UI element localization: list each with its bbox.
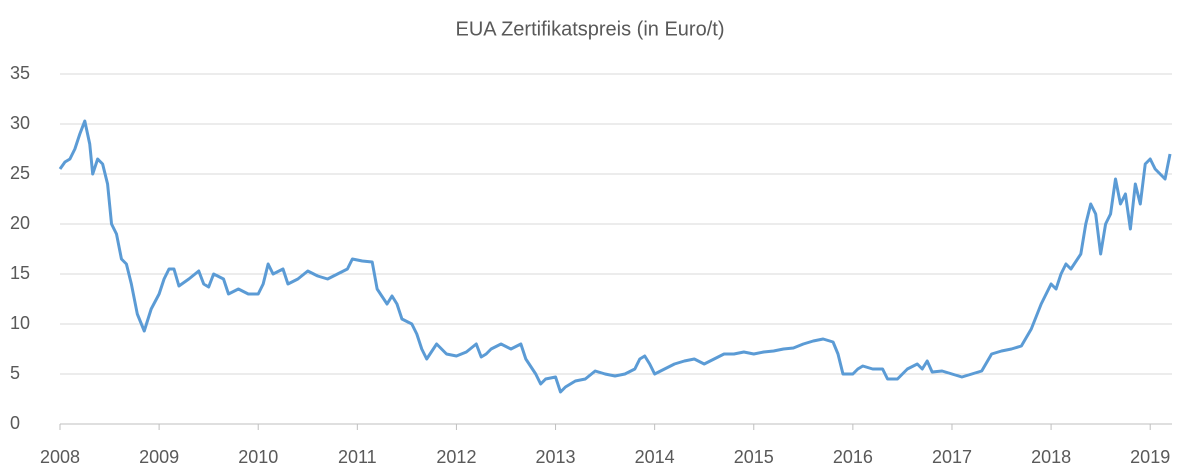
y-tick-label: 25 [10,163,30,183]
x-tick-label: 2013 [536,447,576,467]
y-tick-label: 35 [10,63,30,83]
y-tick-label: 15 [10,263,30,283]
x-tick-label: 2018 [1031,447,1071,467]
x-tick-label: 2011 [338,447,377,467]
line [58,119,1172,394]
y-tick-label: 30 [10,113,30,133]
x-tick-label: 2019 [1130,447,1170,467]
x-tick-label: 2009 [139,447,179,467]
x-tick-label: 2017 [932,447,972,467]
chart-title: EUA Zertifikatspreis (in Euro/t) [456,18,725,40]
x-tick-label: 2014 [635,447,675,467]
y-tick-label: 5 [10,363,20,383]
x-tick-label: 2016 [833,447,873,467]
x-tick-label: 2015 [734,447,774,467]
x-tick-label: 2008 [40,447,80,467]
y-tick-label: 10 [10,313,30,333]
x-tick-label: 2012 [436,447,476,467]
y-tick-label: 0 [10,413,20,433]
y-tick-label: 20 [10,213,30,233]
x-tick-label: 2010 [238,447,278,467]
